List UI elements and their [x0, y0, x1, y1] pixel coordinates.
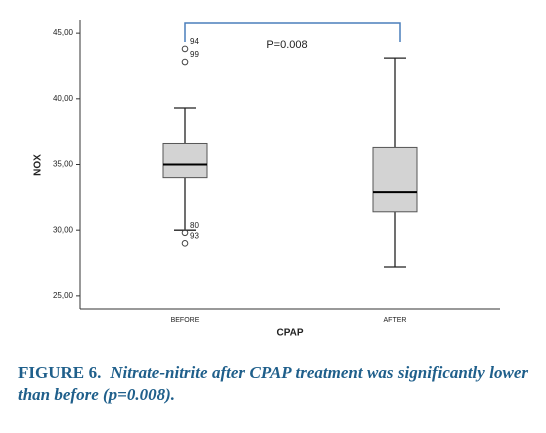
- outlier: [181, 229, 189, 237]
- y-axis-label: NOX: [33, 154, 44, 176]
- outlier: [181, 58, 189, 66]
- y-tick-label: 40,00: [53, 94, 74, 103]
- outlier-label: 94: [190, 37, 199, 46]
- significance-bracket: [184, 22, 401, 42]
- y-tick-label: 25,00: [53, 291, 74, 300]
- outlier-label: 93: [190, 231, 199, 240]
- y-tick-label: 30,00: [53, 225, 74, 234]
- outlier-label: 99: [190, 50, 199, 59]
- box: [162, 142, 208, 179]
- x-tick-label: AFTER: [384, 317, 407, 324]
- x-axis-label: CPAP: [276, 328, 303, 339]
- box: [372, 146, 418, 213]
- outlier: [181, 45, 189, 53]
- caption: FIGURE 6. Nitrate-nitrite after CPAP tre…: [18, 362, 528, 406]
- chart: NOX CPAP P=0.008 25,00 30,00 35,00 40,00 45,…: [33, 20, 500, 339]
- outlier-label: 80: [190, 221, 199, 230]
- annotation: P=0.008: [266, 39, 307, 51]
- caption-text: Nitrate-nitrite after CPAP treatment was…: [18, 363, 528, 404]
- x-tick-label: BEFORE: [171, 317, 200, 324]
- y-tick-label: 45,00: [53, 28, 74, 37]
- caption-label: FIGURE 6.: [18, 363, 102, 382]
- outlier: [181, 240, 189, 247]
- y-tick-label: 35,00: [53, 160, 74, 169]
